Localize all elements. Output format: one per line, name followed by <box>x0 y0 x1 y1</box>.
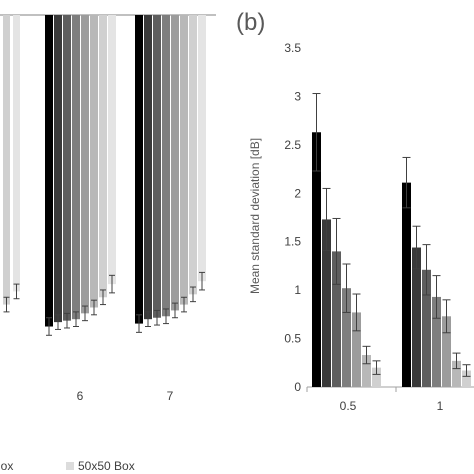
panel-a-error-bar <box>154 309 160 326</box>
panel-b-error-bar <box>322 187 331 251</box>
panel-a-bar <box>90 15 98 308</box>
panel-a-bar <box>162 15 170 317</box>
panel-a-bar <box>180 15 188 305</box>
panel-a-error-bar <box>64 312 70 329</box>
panel-b-error-bar <box>402 156 411 209</box>
panel-b-bar <box>422 269 431 387</box>
panel-b-bar <box>372 367 381 387</box>
panel-a-bar <box>99 15 107 298</box>
panel-a-partial-bar <box>3 15 10 305</box>
panel-a-error-bar <box>73 311 79 328</box>
panel-a-error-bar <box>181 296 187 313</box>
legend-label: 25 Box <box>0 459 13 473</box>
panel-b-error-bar <box>342 263 351 313</box>
legend-swatch <box>66 462 74 470</box>
panel-a-x-tick-label: 6 <box>77 389 84 403</box>
panel-b-bar <box>332 251 341 387</box>
panel-a-error-bar <box>109 274 115 294</box>
panel-a-bar <box>189 15 197 295</box>
panel-b-label: (b) <box>236 9 265 36</box>
panel-a-partial-error-bar <box>13 283 20 300</box>
legend: 25 Box 50x50 Box <box>0 459 135 473</box>
panel-a-bar <box>144 15 152 320</box>
panel-a-bar <box>198 15 206 282</box>
panel-b: (b) Mean standard deviation [dB] 0 0.5 1 1.… <box>236 9 474 413</box>
panel-b-bar <box>432 296 441 387</box>
panel-b-error-bar <box>432 275 441 319</box>
panel-a-bar <box>54 15 62 323</box>
panel-b-x-tick-label: 0.5 <box>340 399 357 413</box>
panel-b-y-tick-label: 0.5 <box>284 332 301 346</box>
panel-a-partial-bar <box>13 15 20 292</box>
panel-a-error-bar <box>190 286 196 303</box>
panel-a-error-bar <box>100 289 106 306</box>
panel-b-bar <box>412 247 421 387</box>
panel-a-bar <box>63 15 71 321</box>
panel-b-error-bar <box>462 364 471 377</box>
panel-a-bar <box>45 15 53 327</box>
panel-a-bar <box>81 15 89 314</box>
panel-a-error-bar <box>172 302 178 319</box>
panel-b-bar <box>452 360 461 387</box>
panel-b-y-tick-label: 1.5 <box>284 235 301 249</box>
panel-a-partial-error-bar <box>3 296 10 313</box>
panel-a-error-bar <box>55 314 61 330</box>
panel-b-error-bar <box>452 352 461 370</box>
panel-a-bar <box>171 15 179 311</box>
panel-b-error-bar <box>422 244 431 296</box>
panel-a-error-bar <box>82 305 88 322</box>
panel-b-error-bar <box>412 225 421 270</box>
panel-b-error-bar <box>362 345 371 365</box>
panel-a-error-bar <box>136 314 142 333</box>
panel-b-error-bar <box>442 299 451 334</box>
panel-a-error-bar <box>145 311 151 328</box>
panel-b-error-bar <box>352 293 361 332</box>
panel-a-bar <box>108 15 116 285</box>
panel-b-bar <box>402 182 411 387</box>
panel-b-bar <box>342 288 351 387</box>
panel-b-bar <box>362 355 371 387</box>
panel-b-bar <box>442 316 451 387</box>
panel-b-error-bar <box>312 93 321 172</box>
panel-b-bar <box>322 219 331 387</box>
panel-a-error-bar <box>199 271 205 291</box>
panel-b-y-tick-label: 2 <box>294 186 301 200</box>
panel-a-bar <box>153 15 161 318</box>
panel-b-y-tick-label: 2.5 <box>284 138 301 152</box>
legend-label: 50x50 Box <box>78 459 135 473</box>
panel-a-bar <box>72 15 80 320</box>
panel-a-error-bar <box>163 308 169 325</box>
panel-b-y-tick-label: 0 <box>294 380 301 394</box>
panel-a-bar <box>135 15 143 324</box>
panel-b-x-tick-label: 1 <box>437 399 444 413</box>
panel-a-x-tick-label: 7 <box>167 389 174 403</box>
panel-b-y-tick-label: 1 <box>294 283 301 297</box>
panel-b-bar <box>462 370 471 387</box>
legend-item: 50x50 Box <box>66 459 135 473</box>
panel-b-y-tick-label: 3.5 <box>284 41 301 55</box>
panel-b-bar <box>312 132 321 387</box>
panel-b-y-tick-label: 3 <box>294 89 301 103</box>
panel-a-error-bar <box>91 299 97 316</box>
panel-b-error-bar <box>332 217 341 285</box>
legend-item: 25 Box <box>0 459 13 473</box>
panel-a-error-bar <box>46 317 52 336</box>
panel-b-bar <box>352 312 361 387</box>
panel-b-y-axis-title: Mean standard deviation [dB] <box>248 138 262 294</box>
panel-b-error-bar <box>372 360 381 375</box>
